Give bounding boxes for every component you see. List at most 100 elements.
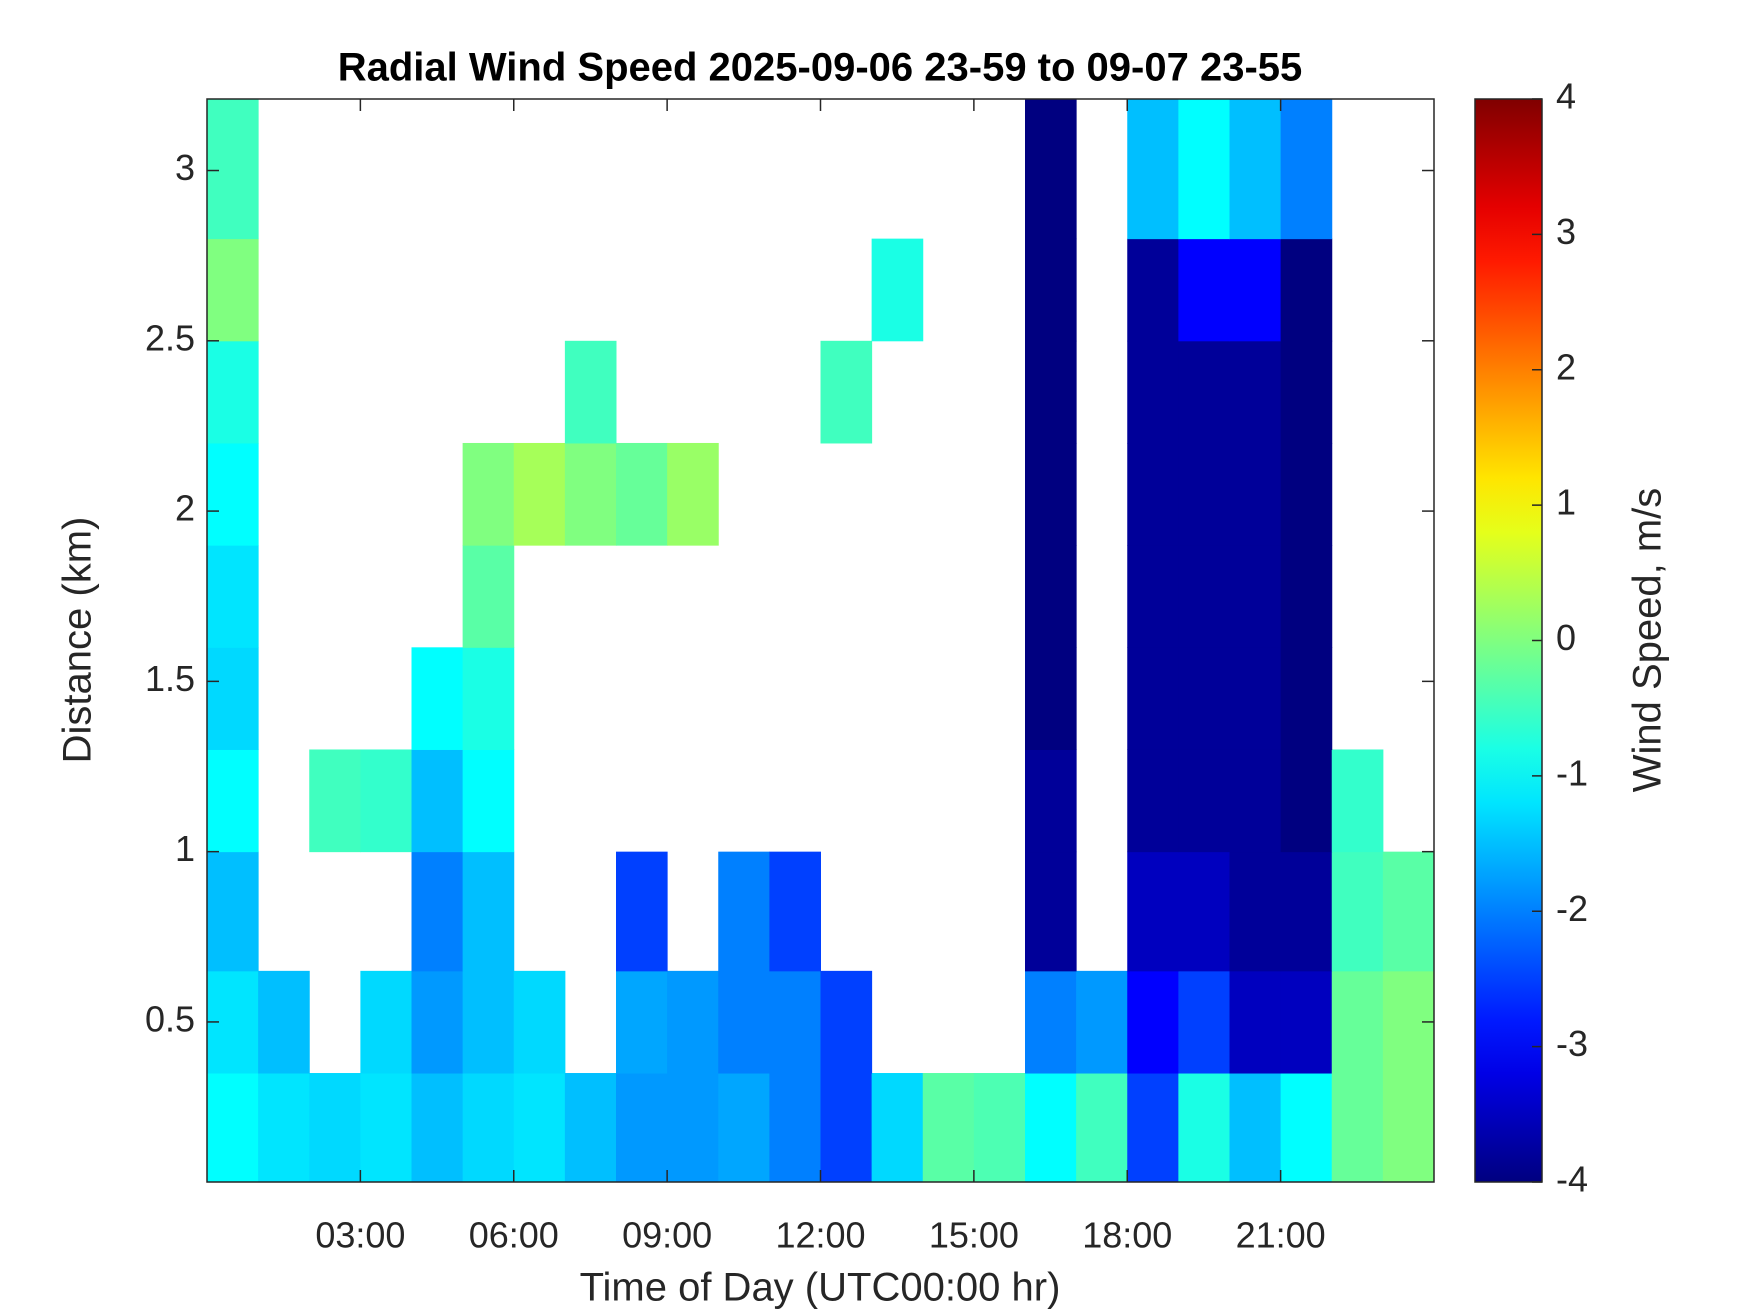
heatmap-cell [1127,1073,1179,1183]
colorbar [1474,98,1543,1183]
heatmap-cell [1280,970,1333,1074]
colorbar-tick-label: -1 [1556,752,1588,793]
heatmap-cell [1178,238,1230,342]
heatmap-cell [1178,970,1230,1074]
y-tick-label: 0.5 [145,998,195,1039]
x-tick-label: 12:00 [775,1215,865,1256]
heatmap-cell [1127,442,1179,546]
heatmap-cell [1025,851,1077,972]
heatmap-cell [207,851,259,972]
y-tick-label: 1.5 [145,658,195,699]
y-tick-label: 2 [175,488,195,529]
heatmap-cell [667,1073,719,1183]
x-tick-label: 15:00 [929,1215,1019,1256]
y-tick-label: 3 [175,147,195,188]
heatmap-cell [1127,99,1179,240]
colorbar-label: Wind Speed, m/s [1626,488,1670,793]
heatmap-cell [462,442,515,546]
heatmap-cell [1025,545,1077,648]
heatmap-cell [1127,238,1179,342]
chart-title: Radial Wind Speed 2025-09-06 23-59 to 09… [338,46,1303,90]
heatmap-cell [309,749,361,853]
heatmap-cell [667,442,719,546]
heatmap-cell [1280,1073,1333,1183]
heatmap-cell [1178,340,1230,444]
heatmap-cell [1025,647,1077,750]
heatmap-cell [820,970,873,1074]
heatmap-cell [1025,442,1077,546]
heatmap-cell [1229,1073,1282,1183]
heatmap-cell [1076,970,1128,1074]
heatmap-cell [871,1073,924,1183]
colorbar-tick-label: -4 [1556,1159,1588,1200]
heatmap-cell [820,340,873,444]
heatmap-cell [462,545,515,648]
heatmap-cell [1331,970,1384,1074]
heatmap-cell [360,749,412,853]
heatmap-cell [616,1073,668,1183]
heatmap-cell [207,749,259,853]
heatmap-cell [1178,851,1230,972]
heatmap-cell [462,749,515,853]
colorbar-tick-label: 0 [1556,617,1576,658]
heatmap-cell [820,1073,873,1183]
heatmap-cell [411,1073,464,1183]
heatmap-cell [769,1073,821,1183]
heatmap-cell [1229,340,1282,444]
heatmap-cell [1127,851,1179,972]
heatmap-cell [1331,851,1384,972]
colorbar-tick-label: -2 [1556,888,1588,929]
x-axis-label: Time of Day (UTC00:00 hr) [580,1266,1061,1310]
heatmap-cell [1178,647,1230,750]
y-axis-label: Distance (km) [56,517,100,764]
y-tick-label: 1 [175,828,195,869]
heatmap-cell [1382,1073,1435,1183]
heatmap-cell [1280,442,1333,546]
heatmap-cell [1178,442,1230,546]
heatmap-cell [718,1073,770,1183]
heatmap-cell [1280,647,1333,750]
heatmap-cell [616,442,668,546]
heatmap-cell [564,1073,617,1183]
heatmap-cell [462,851,515,972]
heatmap-cell [1178,545,1230,648]
heatmap-cell [769,851,821,972]
heatmap-cell [1229,99,1282,240]
heatmap-cell [411,647,464,750]
heatmap-cell [616,970,668,1074]
heatmap-cell [207,238,259,342]
heatmap-cell [1127,545,1179,648]
heatmap-cell [1127,749,1179,853]
heatmap-cell [513,970,566,1074]
heatmap-cell [1280,749,1333,853]
heatmap-cell [1229,970,1282,1074]
heatmap-cell [1331,1073,1384,1183]
heatmap-cell [207,99,259,240]
heatmap-cell [1076,1073,1128,1183]
heatmap-cell [1229,545,1282,648]
heatmap-cell [207,340,259,444]
x-tick-label: 06:00 [469,1215,559,1256]
heatmap-cell [462,1073,515,1183]
heatmap-cell [1025,99,1077,240]
x-tick-label: 21:00 [1236,1215,1326,1256]
heatmap-cell [564,340,617,444]
heatmap-cell [1280,545,1333,648]
heatmap-cell [871,238,924,342]
heatmap-cell [973,1073,1026,1183]
heatmap-cell [258,1073,310,1183]
heatmap-cell [718,851,770,972]
heatmap-cell [1178,749,1230,853]
heatmap-cell [207,1073,259,1183]
heatmap-cell [513,442,566,546]
colorbar-tick-label: 4 [1556,76,1576,117]
heatmap-cell [922,1073,975,1183]
heatmap-cell [462,647,515,750]
heatmap-cell [564,442,617,546]
y-tick-label: 2.5 [145,317,195,358]
heatmap-cell [360,1073,412,1183]
heatmap-cell [769,970,821,1074]
heatmap-cell [207,442,259,546]
heatmap-cell [1025,749,1077,853]
heatmap-cell [258,970,310,1074]
